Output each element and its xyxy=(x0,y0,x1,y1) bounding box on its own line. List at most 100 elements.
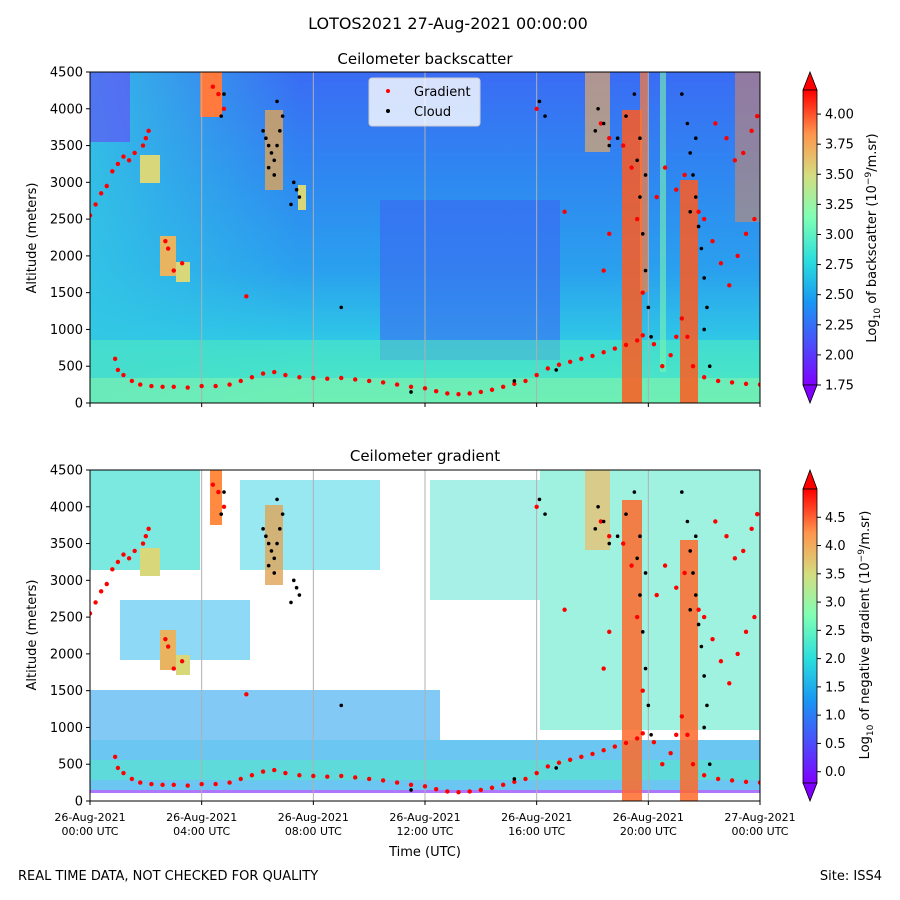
cloud-point xyxy=(615,136,620,140)
gradient-point xyxy=(104,581,109,587)
gradient-ylabel: Altitude (meters) xyxy=(25,580,40,691)
backscatter-y-axis: 0 500 1000 1500 2000 2500 3000 3500 4000 4500 xyxy=(50,66,90,412)
cloud-point xyxy=(615,534,620,538)
gradient-colorbar-tick-label: 4.5 xyxy=(825,511,846,526)
cloud-point xyxy=(643,173,648,177)
gradient-point xyxy=(640,731,645,736)
gradient-point xyxy=(408,384,414,390)
cloud-point xyxy=(693,136,698,140)
gradient-point xyxy=(132,150,137,156)
gradient-point xyxy=(662,165,668,170)
gradient-point xyxy=(556,362,562,367)
gradient-title: Ceilometer gradient xyxy=(350,447,500,465)
gradient-point xyxy=(160,384,165,390)
gradient-point xyxy=(674,187,679,192)
cloud-point xyxy=(269,549,274,553)
gradient-point xyxy=(727,283,732,288)
gradient-point xyxy=(674,334,679,339)
gradient-point xyxy=(171,666,176,671)
gradient-point xyxy=(467,789,472,794)
gradient-point xyxy=(146,128,151,134)
cloud-point xyxy=(222,92,226,96)
gradient-point xyxy=(110,567,115,572)
gradient-point xyxy=(112,754,118,760)
gradient-point xyxy=(567,359,573,365)
gradient-point xyxy=(612,346,618,351)
cloud-point xyxy=(554,368,559,372)
legend-cloud-label: Cloud xyxy=(414,105,451,120)
gradient-point xyxy=(674,732,679,737)
gradient-ytick-label: 3500 xyxy=(50,537,83,552)
cloud-point xyxy=(685,519,690,524)
gradient-point xyxy=(623,740,629,746)
gradient-xtick-label-time: 04:00 UTC xyxy=(173,825,230,838)
gradient-point xyxy=(710,238,715,244)
cloud-point xyxy=(596,504,600,509)
legend-gradient-marker xyxy=(386,89,390,93)
gradient-point xyxy=(149,781,154,787)
gradient-colorbar-tick-label: 3.5 xyxy=(825,567,846,582)
gradient-point xyxy=(129,776,135,782)
cloud-point xyxy=(601,121,606,126)
gradient-point xyxy=(422,386,428,391)
gradient-point xyxy=(456,391,461,397)
gradient-point xyxy=(749,526,754,532)
backscatter-gridlines xyxy=(201,72,649,403)
cloud-point xyxy=(685,121,690,126)
backscatter-colorbar-extend-max xyxy=(802,70,818,91)
gradient-point xyxy=(651,341,657,347)
cloud-point xyxy=(222,490,226,494)
backscatter-ytick-label: 2000 xyxy=(50,249,83,264)
gradient-point xyxy=(311,375,316,381)
gradient-point xyxy=(579,356,584,362)
gradient-point xyxy=(724,136,729,141)
gradient-point xyxy=(640,333,645,338)
gradient-colorbar: 0.0 0.5 1.0 1.5 2.0 2.5 3.0 3.5 4.0 4.5 Log10 of … xyxy=(802,468,876,803)
cloud-point xyxy=(635,158,639,163)
gradient-xtick-label-date: 26-Aug-2021 xyxy=(613,811,684,824)
gradient-point xyxy=(171,782,176,788)
cloud-point xyxy=(696,622,701,627)
cloud-point xyxy=(705,703,709,708)
cloud-point xyxy=(297,593,302,597)
gradient-point xyxy=(741,548,746,554)
cloud-point xyxy=(699,246,704,251)
gradient-point xyxy=(227,780,232,785)
gradient-point xyxy=(90,611,93,616)
cloud-point xyxy=(702,674,706,678)
gradient-point xyxy=(598,519,604,524)
gradient-point xyxy=(143,534,149,539)
gradient-point xyxy=(179,261,185,266)
cloud-point xyxy=(294,187,299,192)
backscatter-colorbar-tick-label: 1.75 xyxy=(825,379,854,394)
gradient-point xyxy=(598,121,604,126)
gradient-ytick-label: 4000 xyxy=(50,500,83,515)
gradient-point xyxy=(121,770,126,776)
gradient-point xyxy=(489,387,495,392)
cloud-point xyxy=(280,512,285,516)
backscatter-colorbar-tick-label: 3.75 xyxy=(825,138,854,153)
gradient-point xyxy=(297,773,302,778)
cloud-point xyxy=(646,305,651,310)
gradient-colorbar-tick-label: 2.0 xyxy=(825,652,846,667)
backscatter-ytick-label: 0 xyxy=(75,397,83,412)
backscatter-field xyxy=(90,72,760,403)
backscatter-ytick-label: 4500 xyxy=(50,66,83,81)
gradient-point xyxy=(339,375,344,381)
cloud-point xyxy=(280,114,285,118)
gradient-point xyxy=(115,367,121,373)
cloud-point xyxy=(635,556,639,561)
gradient-point xyxy=(165,644,171,649)
gradient-ytick-label: 2500 xyxy=(50,611,83,626)
backscatter-colorbar-tick-label: 3.50 xyxy=(825,168,854,183)
gradient-point xyxy=(629,563,634,568)
gradient-point xyxy=(545,764,551,769)
cloud-point xyxy=(275,497,279,502)
cloud-point xyxy=(696,224,701,229)
gradient-point xyxy=(735,253,740,259)
gradient-point xyxy=(149,383,154,389)
gradient-point xyxy=(129,378,135,384)
gradient-point xyxy=(590,751,595,757)
backscatter-ytick-label: 4000 xyxy=(50,102,83,117)
cloud-point xyxy=(680,490,684,494)
